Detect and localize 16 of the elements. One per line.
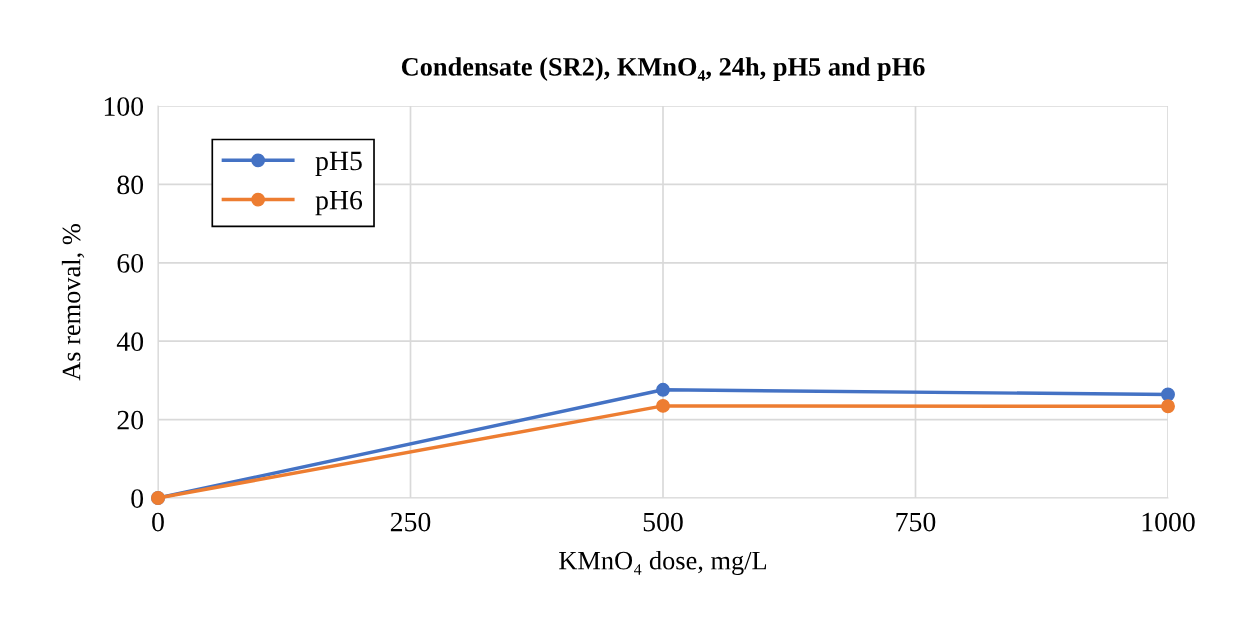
y-tick-label: 20 <box>117 410 144 430</box>
x-tick-label: 750 <box>896 512 936 532</box>
x-tick-label: 500 <box>643 512 683 532</box>
y-tick-label: 0 <box>131 489 144 508</box>
x-tick-label: 250 <box>390 512 431 532</box>
y-axis-title: As removal, % <box>61 224 85 381</box>
y-tick-label: 80 <box>117 175 144 195</box>
y-tick-label: 40 <box>116 332 144 352</box>
chart-title: Condensate (SR2), KMnO₄, 24h, pH5 and pH6 <box>401 57 925 82</box>
x-tick-label: 0 <box>152 512 164 532</box>
y-tick-label: 100 <box>104 97 144 116</box>
legend-label: pH5 <box>315 151 362 176</box>
x-axis-title: KMnO₄ dose, mg/L <box>559 550 767 575</box>
y-tick-label: 60 <box>117 253 144 273</box>
legend-label: pH6 <box>315 190 363 216</box>
x-tick-label: 1000 <box>1142 512 1195 532</box>
